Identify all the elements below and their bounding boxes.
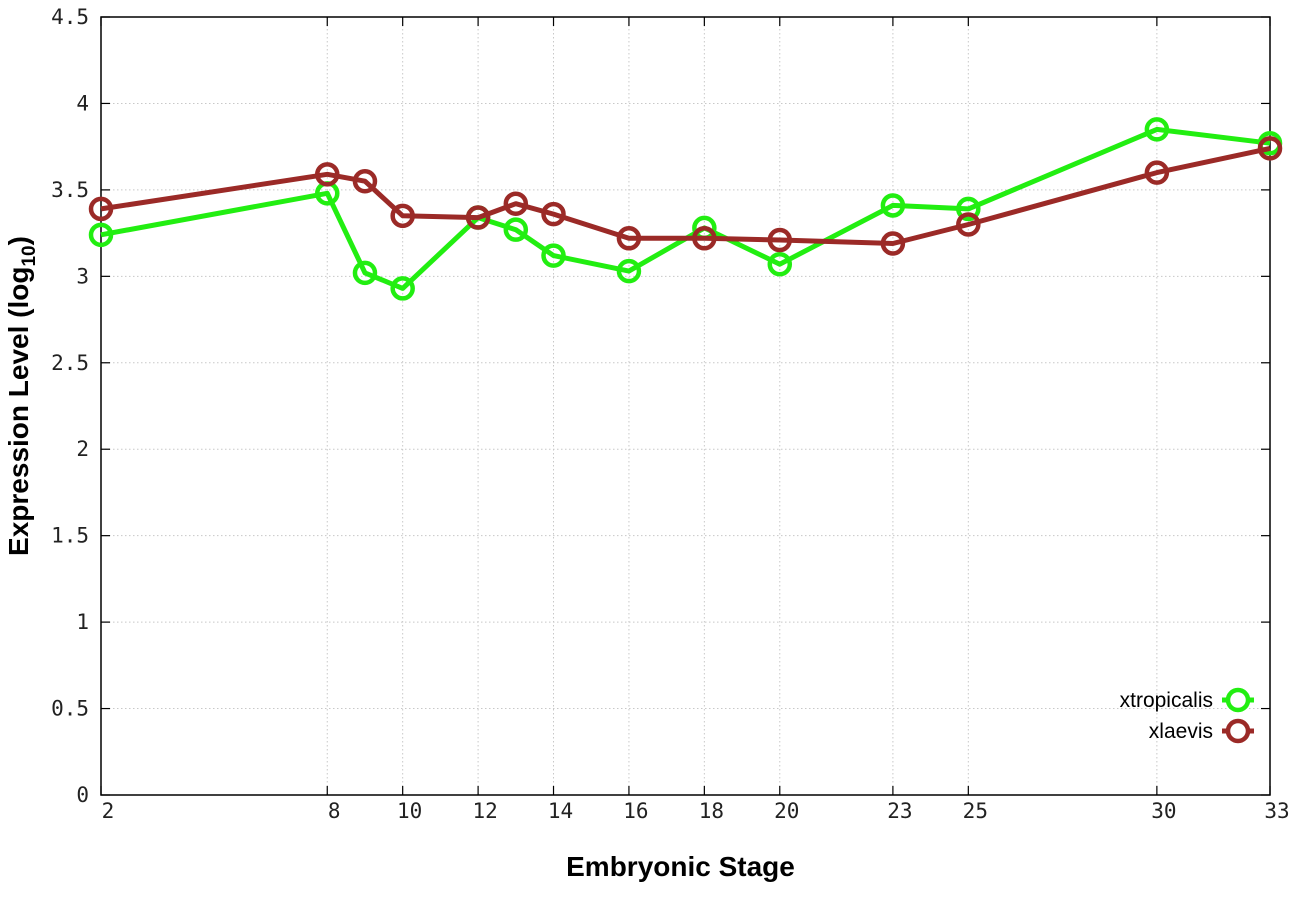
x-tick-label: 30 [1151, 799, 1176, 823]
x-tick-label: 10 [397, 799, 422, 823]
x-tick-label: 20 [774, 799, 799, 823]
y-tick-label: 4.5 [51, 5, 89, 29]
legend-item-xlaevis: xlaevis [1149, 718, 1254, 744]
x-tick-label: 2 [102, 799, 115, 823]
x-tick-label: 25 [963, 799, 988, 823]
legend-label: xtropicalis [1120, 689, 1213, 712]
x-tick-label: 14 [548, 799, 573, 823]
y-axis-title-subscript: 10 [19, 245, 40, 266]
series-line [100, 145, 1271, 246]
legend: xtropicalis xlaevis [1120, 687, 1254, 744]
data-point [390, 203, 415, 229]
legend-item-xtropicalis: xtropicalis [1120, 687, 1254, 713]
data-point [767, 227, 793, 253]
y-axis-title-close: ) [3, 236, 34, 245]
data-point [767, 251, 793, 277]
x-tick-label: 16 [623, 799, 648, 823]
y-tick-label: 0.5 [51, 697, 89, 721]
legend-label: xlaevis [1149, 720, 1213, 743]
data-point [1257, 136, 1283, 161]
data-point [956, 196, 981, 222]
legend-swatch-marker [1225, 687, 1251, 713]
data-point [315, 162, 340, 187]
data-point [503, 217, 529, 242]
x-axis-title: Embryonic Stage [566, 851, 795, 882]
data-point [352, 168, 378, 194]
x-tick-label: 33 [1264, 799, 1289, 823]
y-tick-label: 3.5 [51, 178, 89, 202]
y-axis-title-main: Expression Level (log [3, 267, 34, 556]
axis-ticks: 0 0.5 1 1.5 2 2.5 3 3.5 4 4.5 2 8 10 12 14 16 18 20 23 25 30… [51, 5, 1290, 823]
data-point [541, 201, 566, 227]
data-point [88, 196, 114, 222]
x-tick-label: 23 [887, 799, 912, 823]
data-point [503, 191, 529, 216]
x-tick-label: 12 [472, 799, 497, 823]
y-tick-label: 2.5 [51, 351, 89, 375]
series-layer [88, 117, 1283, 301]
data-point [390, 276, 415, 301]
y-tick-label: 2 [76, 437, 89, 461]
plot-frame [100, 16, 1271, 796]
data-point [692, 226, 717, 251]
x-tick-label: 18 [699, 799, 724, 823]
series-line [100, 126, 1271, 291]
series-xlaevis [88, 136, 1283, 256]
y-axis-title: Expression Level (log10) [3, 236, 40, 556]
y-tick-label: 1.5 [51, 524, 89, 548]
y-tick-label: 1 [76, 610, 89, 634]
data-point [880, 193, 906, 218]
data-point [352, 260, 378, 286]
legend-swatch-marker [1225, 718, 1251, 744]
data-point [956, 212, 981, 237]
data-point [541, 243, 566, 268]
data-point [1144, 117, 1170, 142]
data-point [880, 231, 906, 256]
grid-lines [101, 17, 1270, 795]
data-point [465, 205, 491, 230]
y-tick-label: 0 [76, 783, 89, 807]
data-point [616, 226, 642, 251]
y-tick-label: 3 [76, 264, 89, 288]
data-point [1144, 160, 1170, 185]
data-point [88, 222, 114, 248]
data-point [616, 258, 642, 284]
y-tick-label: 4 [76, 91, 89, 115]
x-tick-label: 8 [328, 799, 341, 823]
series-xtropicalis [88, 117, 1283, 301]
